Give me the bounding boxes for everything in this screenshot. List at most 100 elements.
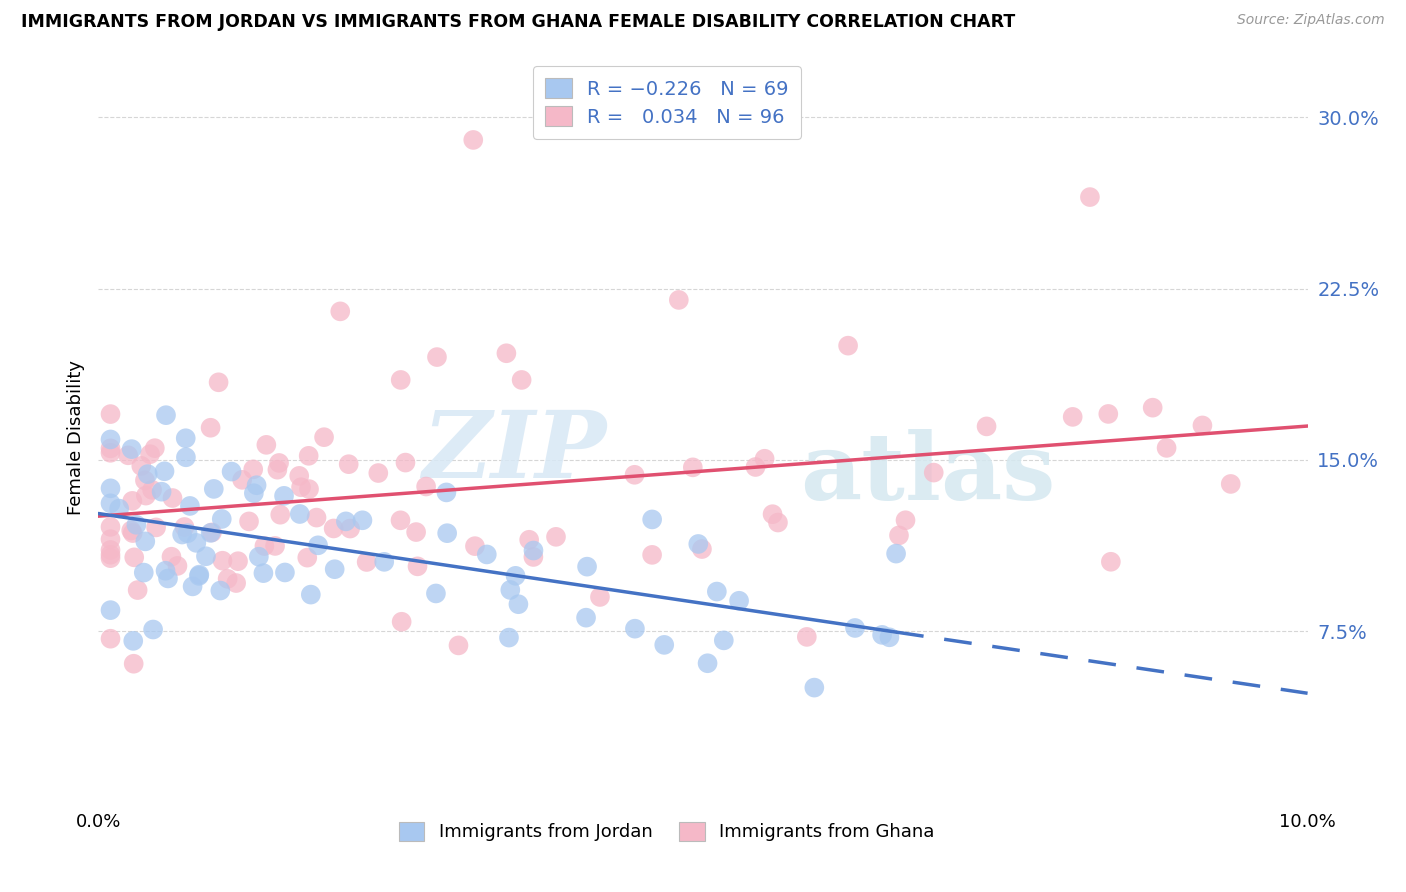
Point [870,628,893,642]
Point [231,473,253,487]
Point [100,520,122,534]
Point [134,474,156,488]
Point [323,562,346,576]
Point [200,525,222,540]
Point [1156,441,1178,455]
Point [153,464,176,478]
Point [200,421,222,435]
Point [242,462,264,476]
Point [100,632,122,646]
Point [394,456,416,470]
Text: Source: ZipAtlas.com: Source: ZipAtlas.com [1237,13,1385,28]
Point [495,346,517,360]
Point [127,583,149,598]
Point [576,559,599,574]
Point [589,590,612,604]
Point [125,517,148,532]
Point [389,373,412,387]
Point [150,484,173,499]
Point [252,566,274,581]
Point [844,621,866,635]
Point [160,549,183,564]
Point [145,520,167,534]
Point [415,479,437,493]
Point [508,597,530,611]
Point [436,485,458,500]
Point [179,499,201,513]
Point [120,524,142,538]
Point [122,657,145,671]
Point [217,572,239,586]
Point [100,442,122,456]
Point [288,507,311,521]
Text: atlas: atlas [800,429,1054,518]
Point [209,583,232,598]
Point [436,526,458,541]
Point [188,569,211,583]
Point [100,433,122,447]
Point [267,456,290,470]
Point [211,512,233,526]
Point [373,555,395,569]
Point [298,482,321,496]
Point [100,532,122,546]
Point [122,633,145,648]
Point [356,555,378,569]
Point [264,539,287,553]
Point [142,623,165,637]
Text: IMMIGRANTS FROM JORDAN VS IMMIGRANTS FROM GHANA FEMALE DISABILITY CORRELATION CH: IMMIGRANTS FROM JORDAN VS IMMIGRANTS FRO… [21,13,1015,31]
Point [307,538,329,552]
Point [690,542,713,557]
Point [682,460,704,475]
Point [100,407,122,421]
Point [176,526,198,541]
Point [254,438,277,452]
Point [129,458,152,473]
Point [100,543,122,558]
Point [266,463,288,477]
Point [121,494,143,508]
Point [499,582,522,597]
Point [238,515,260,529]
Point [290,480,312,494]
Point [463,133,485,147]
Point [121,526,143,541]
Point [194,549,217,564]
Point [269,508,291,522]
Point [425,586,447,600]
Point [796,630,818,644]
Point [207,376,229,390]
Point [135,489,157,503]
Point [273,489,295,503]
Point [641,548,664,562]
Point [335,514,357,528]
Point [339,522,361,536]
Point [174,431,197,445]
Point [121,442,143,457]
Point [201,525,224,540]
Point [641,512,664,526]
Point [155,408,177,422]
Point [517,533,540,547]
Point [405,524,427,539]
Point [100,548,122,562]
Point [803,681,825,695]
Point [879,630,901,644]
Point [706,584,728,599]
Point [624,622,647,636]
Point [100,481,122,495]
Point [406,559,429,574]
Point [100,496,122,510]
Point [754,451,776,466]
Point [696,657,718,671]
Point [367,466,389,480]
Point [884,547,907,561]
Point [181,579,204,593]
Point [166,558,188,573]
Point [246,478,269,492]
Point [887,528,910,542]
Point [188,567,211,582]
Point [1191,418,1213,433]
Point [225,576,247,591]
Point [1097,407,1119,421]
